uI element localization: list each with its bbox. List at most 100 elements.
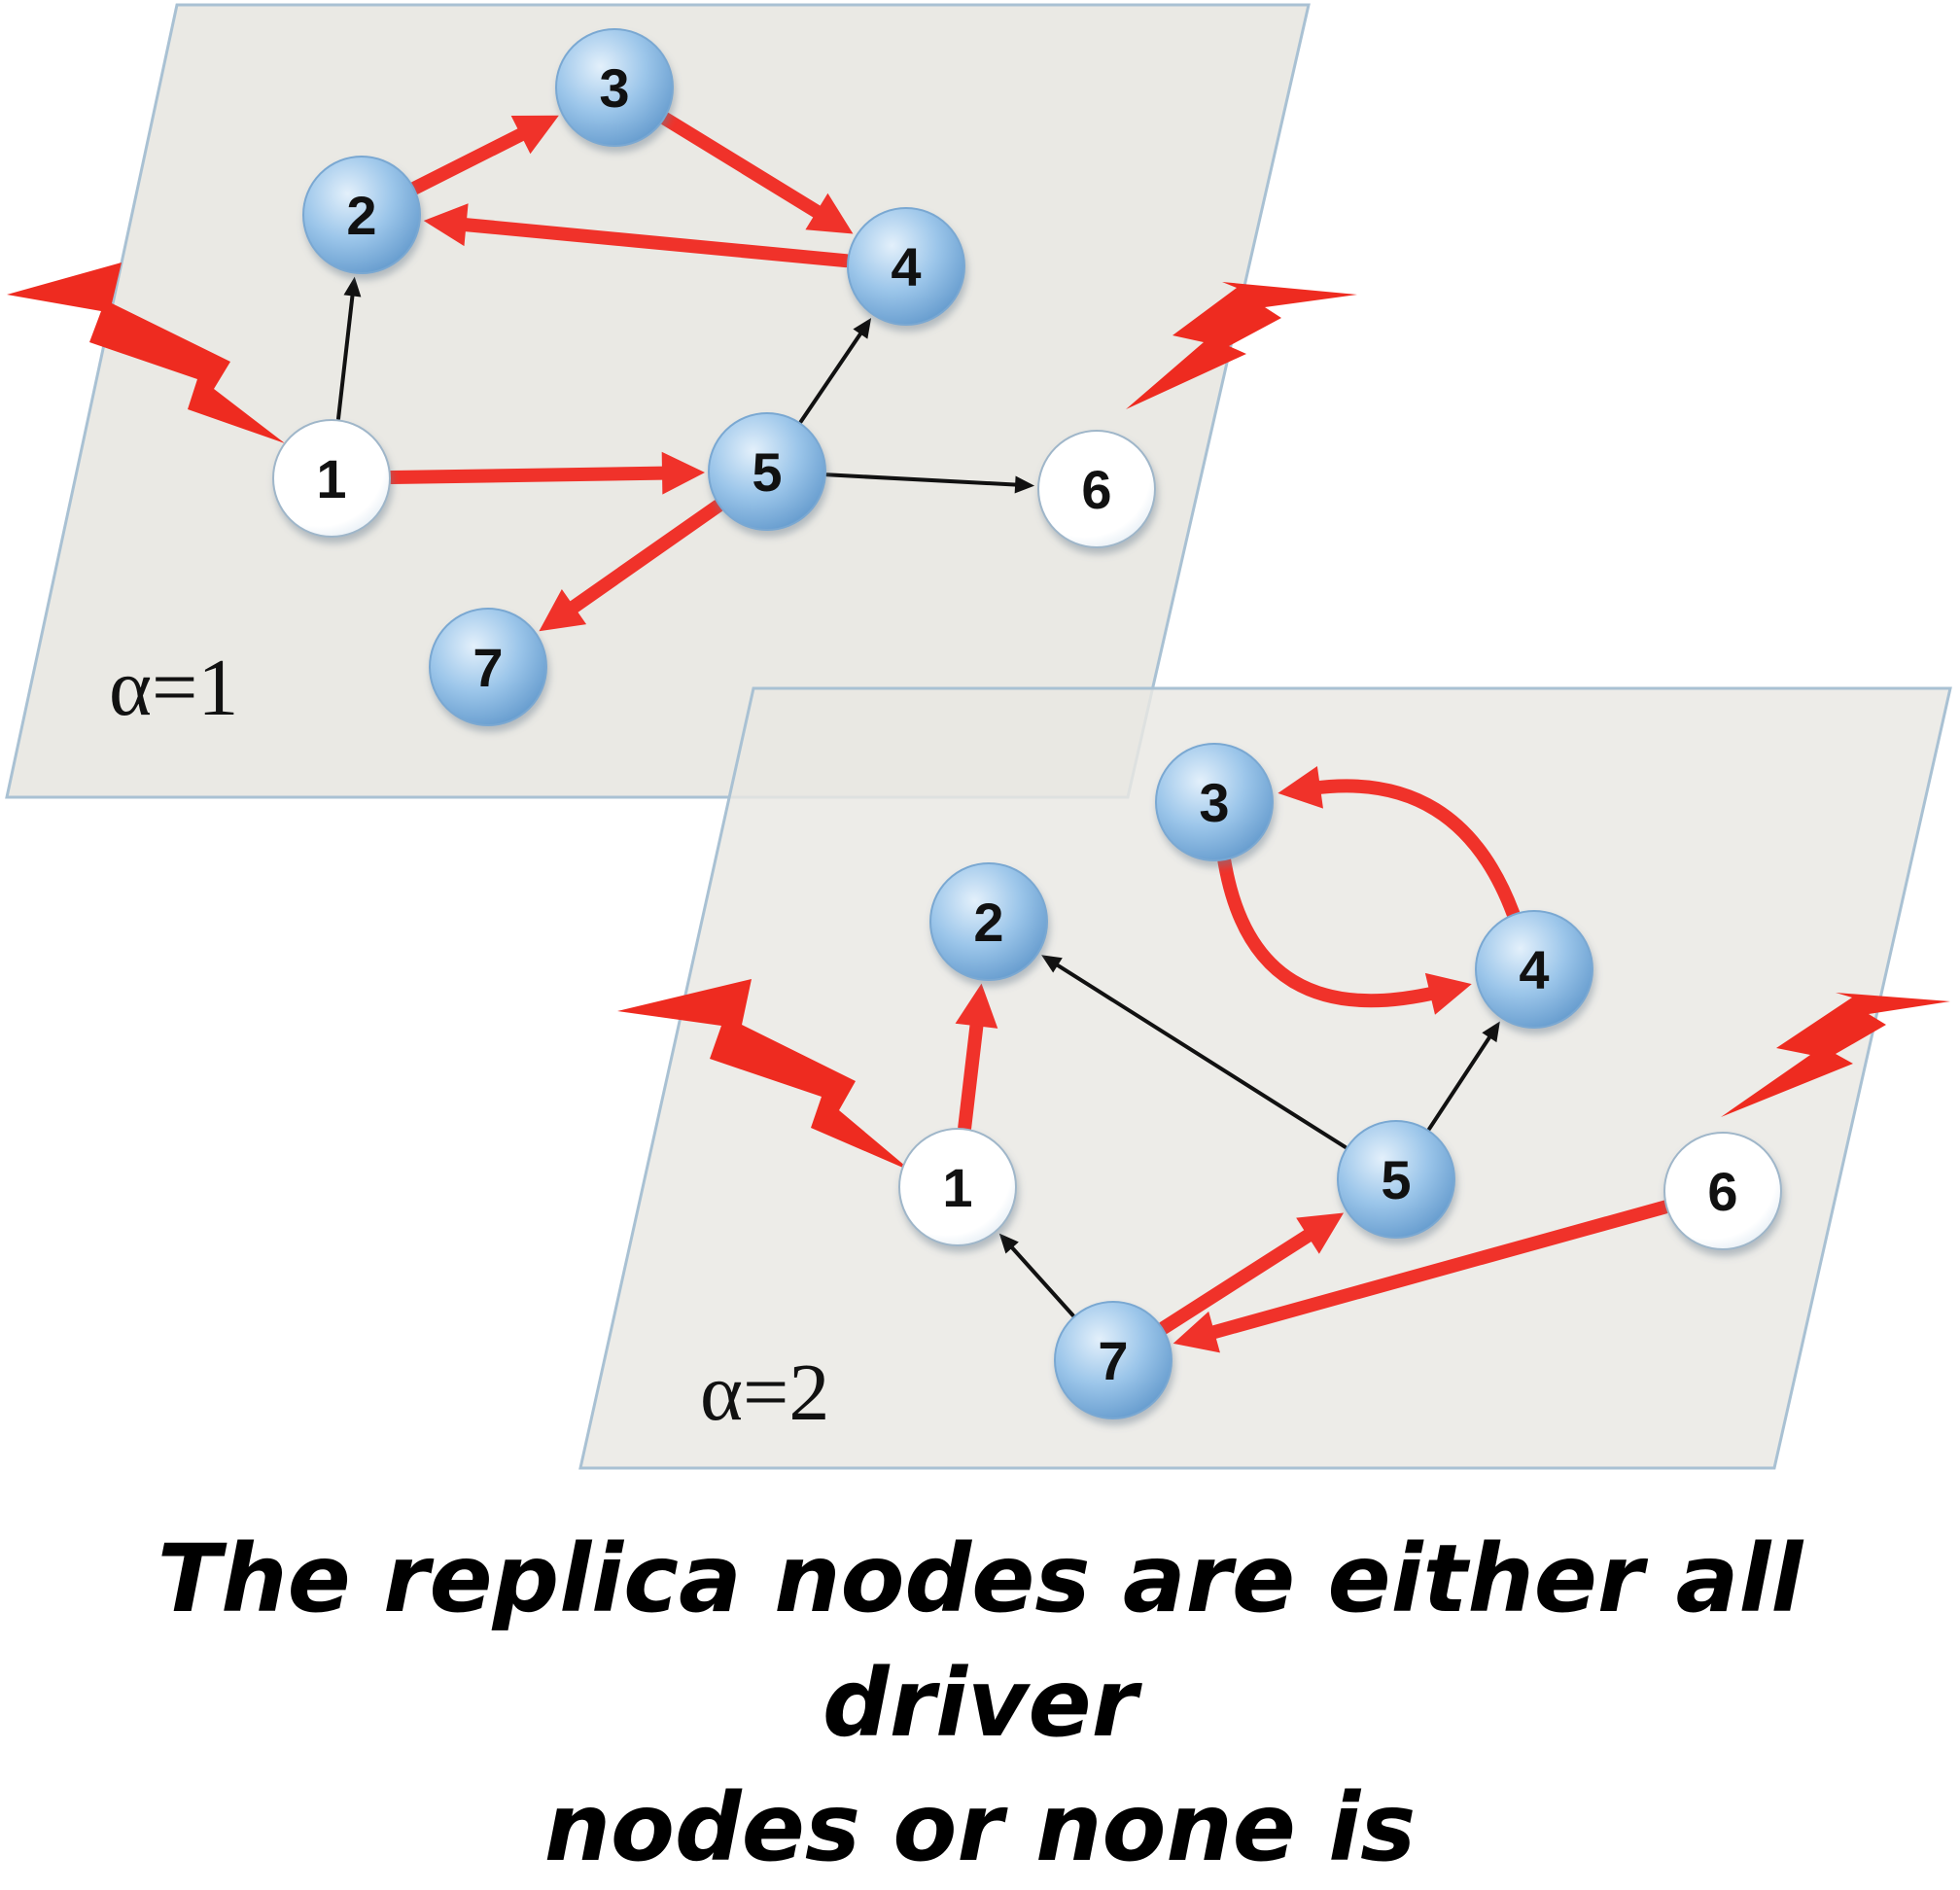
arrowhead bbox=[1296, 1212, 1345, 1254]
layer-plane-alpha2 bbox=[578, 686, 1952, 1470]
edge-line bbox=[1427, 1032, 1494, 1132]
regular-node-circle bbox=[1663, 1132, 1782, 1250]
arrowhead bbox=[1014, 475, 1035, 494]
arrowhead bbox=[343, 276, 362, 298]
node-label: 6 bbox=[1081, 459, 1111, 520]
edge-line bbox=[658, 112, 831, 224]
edge-alpha1-1-to-5 bbox=[384, 451, 706, 495]
driver-node-circle bbox=[302, 156, 421, 274]
node-alpha2-3: 3 bbox=[1155, 743, 1274, 861]
edge-alpha2-7-to-1 bbox=[998, 1233, 1075, 1317]
edge-alpha2-5-to-2 bbox=[1041, 955, 1348, 1149]
edge-alpha1-4-to-2 bbox=[423, 203, 854, 268]
arrowhead bbox=[955, 983, 998, 1029]
node-label: 5 bbox=[1381, 1149, 1411, 1210]
edge-alpha2-7-to-5 bbox=[1157, 1212, 1345, 1335]
node-alpha2-4: 4 bbox=[1475, 910, 1593, 1029]
node-alpha2-7: 7 bbox=[1054, 1301, 1172, 1419]
driver-node-circle bbox=[929, 862, 1048, 981]
arrowhead bbox=[661, 451, 706, 495]
node-label: 4 bbox=[891, 236, 921, 298]
driver-node-circle bbox=[429, 608, 547, 726]
edge-alpha2-6-to-7 bbox=[1172, 1200, 1672, 1353]
arrowhead bbox=[1278, 766, 1323, 809]
node-alpha1-3: 3 bbox=[555, 28, 674, 147]
node-alpha2-2: 2 bbox=[929, 862, 1048, 981]
node-label: 2 bbox=[973, 892, 1003, 953]
node-alpha1-2: 2 bbox=[302, 156, 421, 274]
node-label: 3 bbox=[1199, 772, 1229, 833]
caption-line-2: nodes or none is bbox=[543, 1773, 1417, 1882]
edge-line bbox=[1007, 1242, 1075, 1317]
arrowhead bbox=[1482, 1021, 1500, 1043]
driver-node-circle bbox=[555, 28, 674, 147]
node-label: 1 bbox=[942, 1157, 972, 1218]
edge-line bbox=[384, 466, 678, 485]
regular-node-circle bbox=[898, 1128, 1017, 1246]
node-label: 7 bbox=[472, 637, 503, 698]
edge-alpha1-2-to-3 bbox=[408, 115, 559, 195]
edge-line bbox=[1157, 1224, 1322, 1335]
edge-line bbox=[560, 499, 725, 619]
edge-alpha1-5-to-6 bbox=[824, 472, 1035, 494]
driver-node-circle bbox=[847, 207, 965, 326]
node-alpha1-7: 7 bbox=[429, 608, 547, 726]
driver-node-circle bbox=[1475, 910, 1593, 1029]
caption: The replica nodes are either all driver … bbox=[0, 1517, 1960, 1890]
node-label: 2 bbox=[346, 185, 376, 246]
edge-line bbox=[798, 329, 865, 424]
edge-line bbox=[450, 217, 854, 268]
edge-line bbox=[824, 472, 1022, 487]
node-alpha1-4: 4 bbox=[847, 207, 965, 326]
node-label: 4 bbox=[1519, 939, 1549, 1000]
lightning-icon bbox=[1721, 993, 1950, 1117]
arrowhead bbox=[510, 115, 559, 155]
node-alpha2-1: 1 bbox=[898, 1128, 1017, 1246]
node-alpha1-5: 5 bbox=[708, 412, 826, 531]
arrowhead bbox=[998, 1233, 1019, 1254]
edge-line bbox=[1052, 961, 1348, 1149]
caption-line-1: The replica nodes are either all driver bbox=[157, 1524, 1803, 1758]
regular-node-circle bbox=[1037, 430, 1156, 548]
regular-node-circle bbox=[272, 419, 391, 538]
arrowhead bbox=[1172, 1311, 1220, 1353]
lightning-icon bbox=[7, 262, 285, 443]
edge-alpha2-5-to-4 bbox=[1427, 1021, 1500, 1132]
arrowhead bbox=[853, 317, 872, 339]
edge-line bbox=[1217, 855, 1446, 1008]
driver-node-circle bbox=[1054, 1301, 1172, 1419]
driver-node-circle bbox=[1155, 743, 1274, 861]
edge-alpha2-3-to-4 bbox=[1217, 855, 1472, 1015]
arrowhead bbox=[1424, 972, 1472, 1015]
edge-line bbox=[1305, 779, 1521, 920]
edge-alpha2-4-to-3 bbox=[1278, 766, 1521, 920]
layer-label-alpha1: α=1 bbox=[109, 643, 238, 733]
edge-line bbox=[1199, 1200, 1672, 1342]
arrowhead bbox=[1041, 955, 1063, 973]
node-label: 1 bbox=[316, 448, 346, 509]
lightning-icon bbox=[1126, 282, 1357, 409]
node-label: 3 bbox=[599, 57, 629, 119]
node-label: 6 bbox=[1707, 1161, 1737, 1222]
edge-alpha1-1-to-2 bbox=[336, 276, 362, 421]
node-label: 7 bbox=[1098, 1330, 1128, 1391]
edge-line bbox=[336, 290, 355, 421]
edge-alpha1-5-to-4 bbox=[798, 317, 872, 424]
arrowhead bbox=[539, 589, 587, 632]
node-alpha1-1: 1 bbox=[272, 419, 391, 538]
arrowhead bbox=[805, 192, 854, 234]
edge-alpha2-1-to-2 bbox=[955, 983, 998, 1135]
node-label: 5 bbox=[752, 441, 782, 503]
layer-label-alpha2: α=2 bbox=[700, 1348, 829, 1438]
edge-alpha1-5-to-7 bbox=[539, 499, 725, 632]
edge-line bbox=[408, 123, 536, 195]
node-alpha1-6: 6 bbox=[1037, 430, 1156, 548]
driver-node-circle bbox=[708, 412, 826, 531]
arrowhead bbox=[423, 203, 469, 247]
driver-node-circle bbox=[1337, 1120, 1455, 1239]
lightning-icon bbox=[617, 979, 912, 1172]
edge-alpha1-3-to-4 bbox=[658, 112, 854, 234]
node-alpha2-6: 6 bbox=[1663, 1132, 1782, 1250]
